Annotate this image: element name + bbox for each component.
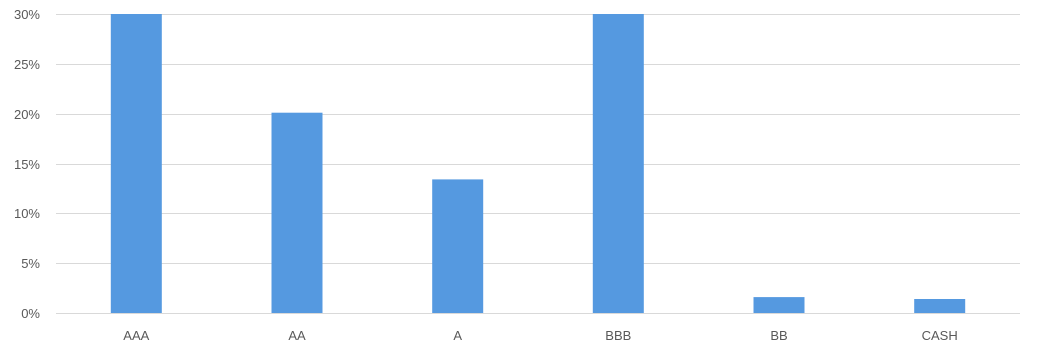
- bar-bb: [753, 297, 805, 313]
- y-tick-label: 20%: [14, 107, 40, 122]
- x-tick-label: A: [453, 328, 462, 343]
- bar-aa: [271, 112, 323, 313]
- y-axis-ticks: 0% 5% 10% 15% 20% 25% 30%: [14, 7, 40, 321]
- bar-a: [432, 179, 484, 313]
- bar-aaa: [110, 14, 162, 313]
- x-tick-label: AAA: [123, 328, 149, 343]
- y-tick-label: 15%: [14, 157, 40, 172]
- y-tick-label: 0%: [21, 306, 40, 321]
- x-tick-label: CASH: [922, 328, 958, 343]
- x-axis-ticks: AAA AA A BBB BB CASH: [123, 328, 957, 343]
- bars: [110, 14, 966, 313]
- gridlines: [56, 14, 1020, 314]
- y-tick-label: 5%: [21, 256, 40, 271]
- bar-bbb: [592, 14, 644, 313]
- bar-cash: [914, 299, 966, 313]
- x-tick-label: AA: [288, 328, 306, 343]
- x-tick-label: BBB: [605, 328, 631, 343]
- y-tick-label: 10%: [14, 206, 40, 221]
- y-tick-label: 30%: [14, 7, 40, 22]
- x-tick-label: BB: [770, 328, 787, 343]
- y-tick-label: 25%: [14, 57, 40, 72]
